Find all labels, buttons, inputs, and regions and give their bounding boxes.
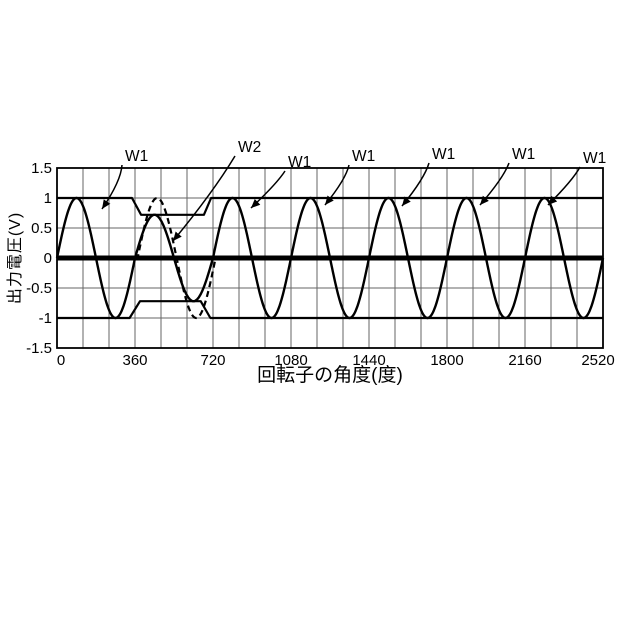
x-tick-label: 1800 xyxy=(430,352,463,369)
y-tick-label: 0 xyxy=(44,250,52,267)
lower-envelope-line xyxy=(57,300,603,320)
y-tick-label: -0.5 xyxy=(26,280,52,297)
upper-envelope-line xyxy=(57,196,603,216)
w1-waveform xyxy=(55,196,605,320)
wave-label-w1: W1 xyxy=(432,146,455,163)
leader-arrow-w1 xyxy=(401,162,430,207)
x-tick-label: 2160 xyxy=(508,352,541,369)
waveform-annotations: W1 W2 W1 W1 W1 W1 W1 xyxy=(101,139,606,242)
leader-arrow-w1 xyxy=(324,164,350,206)
x-tick-label: 0 xyxy=(57,352,65,369)
y-tick-label: 0.5 xyxy=(31,220,52,237)
wave-label-w1: W1 xyxy=(583,150,606,167)
wave-label-w1: W1 xyxy=(512,146,535,163)
y-tick-label: 1.5 xyxy=(31,160,52,177)
w2-waveform xyxy=(136,196,217,320)
wave-label-w1: W1 xyxy=(352,148,375,165)
y-tick-label: -1 xyxy=(39,310,52,327)
leader-arrow-w1 xyxy=(479,162,510,206)
x-tick-label: 2520 xyxy=(581,352,614,369)
x-tick-label: 720 xyxy=(200,352,225,369)
wave-label-w1: W1 xyxy=(125,148,148,165)
x-tick-label: 360 xyxy=(122,352,147,369)
y-tick-labels: 1.5 1 0.5 0 -0.5 -1 -1.5 xyxy=(26,160,52,357)
wave-label-w1: W1 xyxy=(288,154,311,171)
x-tick-label: 1080 xyxy=(274,352,307,369)
y-tick-label: 1 xyxy=(44,190,52,207)
leader-arrow-w1 xyxy=(101,164,123,210)
leader-arrow-w1 xyxy=(547,166,581,206)
wave-label-w2: W2 xyxy=(238,139,261,156)
y-axis-title: 出力電圧(V) xyxy=(6,212,24,304)
x-axis-title: 回転子の角度(度) xyxy=(257,364,403,386)
y-tick-label: -1.5 xyxy=(26,340,52,357)
x-tick-label: 1440 xyxy=(352,352,385,369)
x-tick-labels: 0 360 720 1080 1440 1800 2160 2520 xyxy=(57,352,615,369)
leader-arrow-w2 xyxy=(172,155,236,242)
leader-arrow-w1 xyxy=(250,170,286,209)
